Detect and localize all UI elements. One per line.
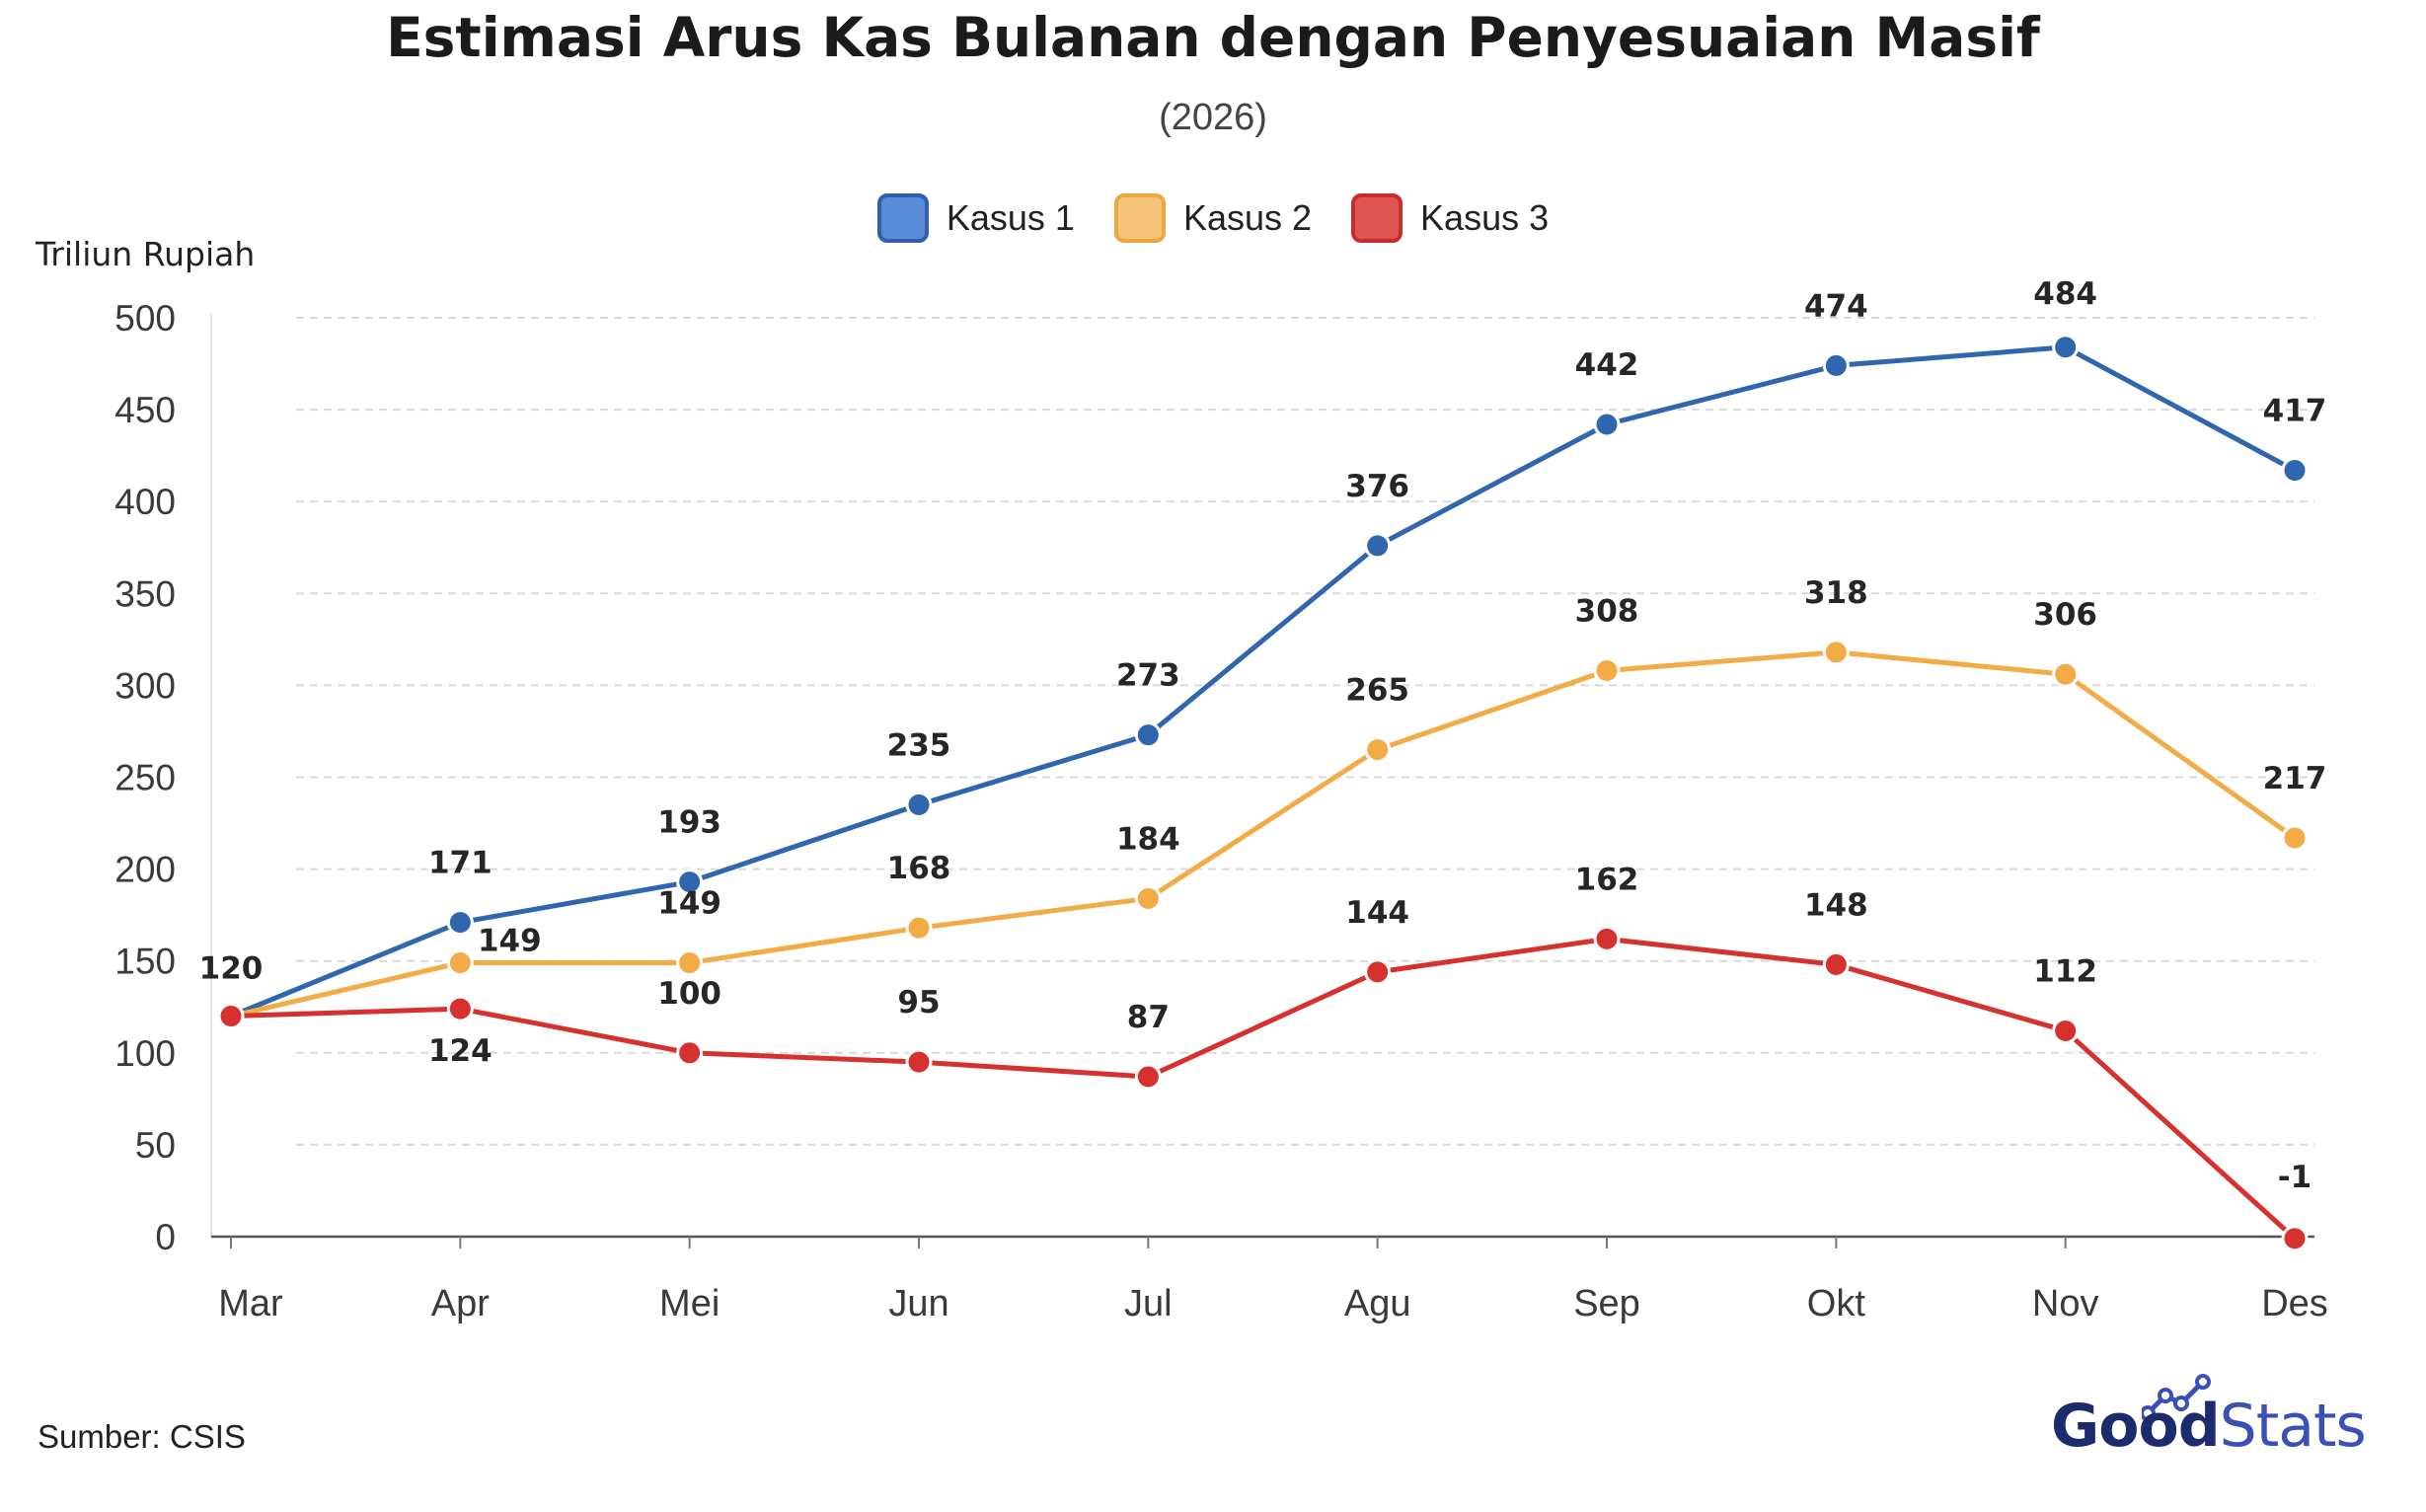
y-tick-label: 0 — [155, 1217, 176, 1257]
data-label: 474 — [1804, 288, 1868, 324]
data-label: 171 — [428, 846, 493, 881]
brand-good: Good — [2051, 1392, 2221, 1461]
data-label: 308 — [1575, 594, 1639, 630]
brand-stats: Stats — [2219, 1392, 2367, 1461]
data-point-kasus-3 — [1364, 958, 1392, 986]
x-tick-label: Apr — [431, 1283, 490, 1324]
legend-item-kasus-1: Kasus 1 — [876, 193, 1075, 243]
data-label: 124 — [428, 1033, 493, 1069]
data-point-kasus-1 — [1593, 411, 1621, 438]
legend: Kasus 1 Kasus 2 Kasus 3 — [0, 193, 2426, 243]
x-tick-label: Jul — [1124, 1283, 1173, 1324]
data-point-kasus-3 — [676, 1039, 704, 1067]
data-point-kasus-3 — [217, 1003, 245, 1030]
data-label: 148 — [1804, 887, 1868, 923]
legend-label-kasus-1: Kasus 1 — [946, 197, 1075, 238]
x-tick-label: Des — [2261, 1283, 2328, 1324]
y-tick-label: 400 — [114, 482, 176, 522]
data-label: 306 — [2033, 597, 2097, 633]
x-tick-label: Okt — [1807, 1283, 1866, 1324]
data-point-kasus-2 — [446, 949, 474, 977]
y-tick-label: 200 — [114, 850, 176, 890]
data-point-kasus-1 — [1822, 351, 1850, 379]
data-point-kasus-1 — [676, 869, 704, 896]
data-label: 184 — [1116, 821, 1180, 857]
data-label: -1 — [2278, 1160, 2312, 1195]
data-label: 162 — [1575, 862, 1639, 897]
data-point-kasus-3 — [1822, 950, 1850, 978]
data-point-kasus-2 — [676, 949, 704, 977]
data-label: 442 — [1575, 347, 1639, 383]
legend-swatch-kasus-3 — [1351, 193, 1403, 243]
data-point-kasus-1 — [2052, 334, 2080, 361]
data-label: 95 — [897, 985, 940, 1021]
data-point-kasus-2 — [905, 914, 933, 942]
series-line-kasus-2 — [228, 649, 2298, 1020]
data-point-kasus-2 — [2052, 660, 2080, 688]
data-label: 193 — [657, 805, 721, 841]
data-point-kasus-1 — [1364, 532, 1392, 560]
data-point-kasus-1 — [1134, 721, 1162, 749]
data-point-kasus-2 — [1822, 639, 1850, 666]
goodstats-logo-icon — [2142, 1374, 2211, 1421]
data-point-kasus-1 — [2281, 457, 2309, 485]
data-label: 149 — [478, 924, 542, 959]
data-point-kasus-1 — [905, 791, 933, 818]
y-tick-label: 300 — [114, 665, 176, 706]
data-point-kasus-1 — [446, 909, 474, 937]
chart-subtitle: (2026) — [1159, 97, 1267, 138]
y-tick-label: 350 — [114, 573, 176, 614]
legend-label-kasus-2: Kasus 2 — [1182, 197, 1313, 238]
legend-swatch-kasus-2 — [1113, 193, 1166, 243]
data-label: 235 — [887, 727, 951, 763]
data-point-kasus-3 — [2052, 1017, 2080, 1044]
data-point-kasus-3 — [905, 1048, 933, 1076]
data-label: 144 — [1345, 895, 1409, 931]
data-point-kasus-2 — [1364, 736, 1392, 764]
x-tick-label: Mar — [218, 1283, 283, 1324]
goodstats-logo: GoodStats — [2051, 1392, 2367, 1461]
x-tick-label: Jun — [888, 1283, 948, 1324]
data-label: 318 — [1804, 575, 1868, 611]
data-point-kasus-2 — [1593, 657, 1621, 685]
x-tick-label: Agu — [1344, 1283, 1411, 1324]
legend-label-kasus-3: Kasus 3 — [1420, 197, 1550, 238]
legend-swatch-kasus-1 — [876, 193, 929, 243]
data-label: 168 — [887, 851, 951, 886]
series-line-kasus-1 — [228, 344, 2298, 1020]
data-point-kasus-2 — [2281, 824, 2309, 852]
data-label: 417 — [2263, 394, 2327, 429]
x-tick-label: Sep — [1573, 1283, 1640, 1324]
data-label: 120 — [199, 951, 264, 987]
y-tick-label: 250 — [114, 758, 176, 798]
data-point-kasus-3 — [1134, 1063, 1162, 1091]
y-tick-label: 500 — [114, 298, 176, 339]
data-label: 217 — [2263, 761, 2327, 796]
data-label: 87 — [1127, 1000, 1170, 1035]
data-point-kasus-3 — [446, 995, 474, 1022]
data-point-kasus-3 — [1593, 925, 1621, 952]
data-label: 149 — [657, 886, 721, 922]
data-label: 265 — [1345, 673, 1409, 709]
data-label: 112 — [2033, 953, 2097, 989]
data-label: 273 — [1116, 658, 1180, 694]
y-tick-label: 150 — [114, 942, 176, 982]
x-tick-label: Nov — [2032, 1283, 2099, 1324]
y-tick-label: 100 — [114, 1033, 176, 1074]
data-point-kasus-3 — [2281, 1225, 2309, 1252]
data-label: 100 — [657, 976, 721, 1012]
y-axis-label: Triliun Rupiah — [36, 235, 256, 273]
y-tick-label: 50 — [135, 1125, 176, 1166]
legend-item-kasus-3: Kasus 3 — [1351, 193, 1549, 243]
data-point-kasus-2 — [1134, 884, 1162, 912]
x-tick-label: Mei — [659, 1283, 720, 1324]
source-note: Sumber: CSIS — [38, 1418, 246, 1455]
data-label: 484 — [2033, 276, 2097, 312]
y-tick-label: 450 — [114, 390, 176, 430]
data-label: 376 — [1345, 469, 1409, 504]
legend-item-kasus-2: Kasus 2 — [1113, 193, 1313, 243]
series-line-kasus-3 — [228, 936, 2298, 1242]
chart-title: Estimasi Arus Kas Bulanan dengan Penyesu… — [386, 6, 2040, 69]
